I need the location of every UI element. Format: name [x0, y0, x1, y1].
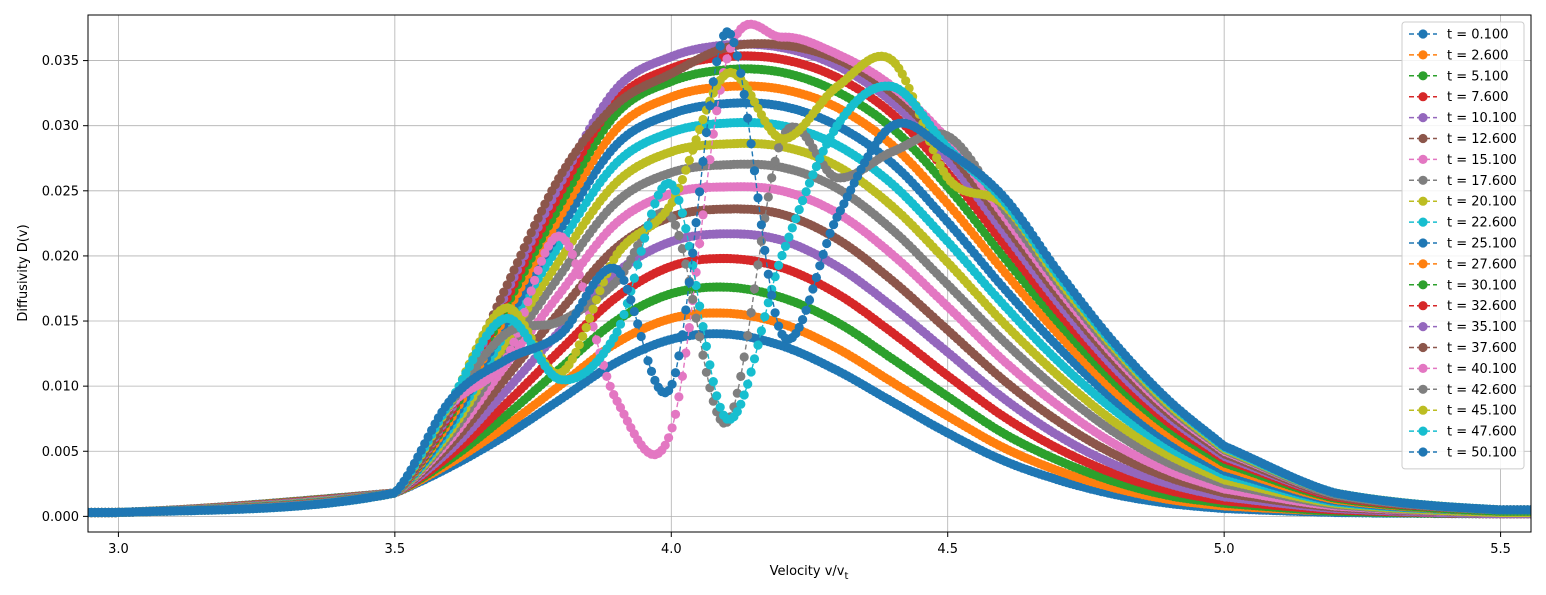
series-6 — [88, 182, 1531, 518]
series-4 — [88, 229, 1531, 519]
series-layer — [88, 19, 1531, 519]
series-line — [88, 185, 1531, 514]
